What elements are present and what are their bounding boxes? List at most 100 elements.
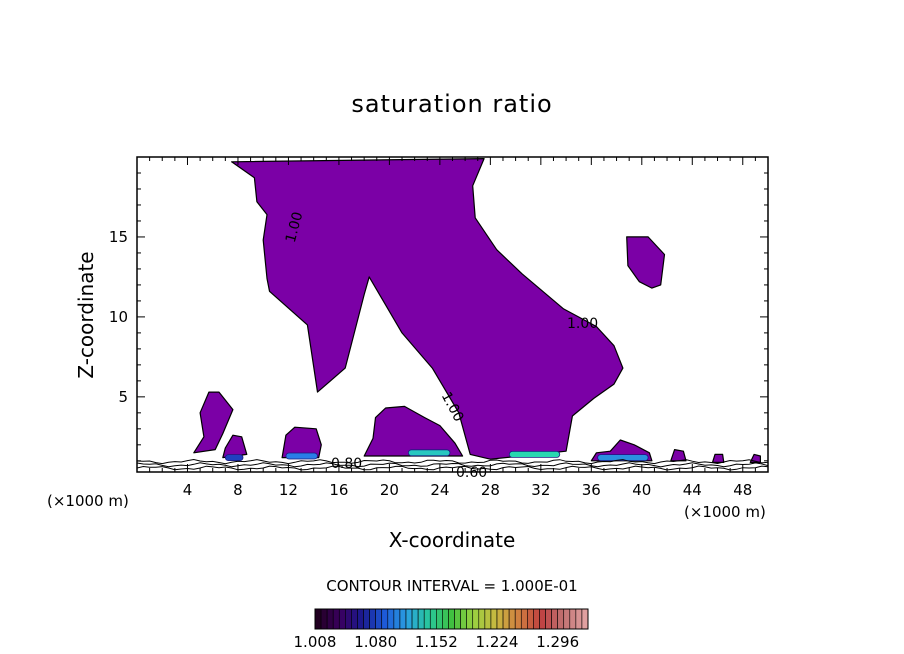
contour-label-060: 0.60 [456,465,487,481]
colorbar-swatch [502,608,510,630]
colorbar-swatch [369,608,376,630]
region-cloud-46 [711,453,725,463]
x-tick-label: 16 [329,481,348,499]
colorbar-tick-label: 1.224 [476,633,519,651]
region-left-cloud [193,391,234,454]
region-main-cloud [231,158,624,460]
x-tick-label: 4 [183,481,193,499]
colorbar-swatch [405,608,413,630]
colorbar-swatch [345,608,352,630]
colorbar-swatch [381,608,389,630]
colorbar-swatch [332,608,340,630]
surface-contours [137,458,768,471]
x-unit-right: (×1000 m) [684,503,766,521]
colorbar [314,608,589,630]
colorbar-swatch [520,608,528,630]
x-axis-title: X-coordinate [389,528,516,552]
colorbar-swatch [557,608,565,630]
band-blue-band-38 [597,454,649,462]
y-tick-label: 5 [118,388,128,406]
colorbar-swatch [411,608,419,630]
colorbar-swatch [551,608,558,630]
band-cyan-band-21 [407,449,451,457]
colorbar-swatch [496,608,504,630]
colorbar-swatch [563,608,571,630]
colorbar-swatch [375,608,383,630]
region-cloud-13 [281,426,322,459]
x-tick-label: 36 [582,481,601,499]
colorbar-swatch [581,608,589,630]
colorbar-swatch [423,608,431,630]
colorbar-swatch [387,608,395,630]
contour-label-left: 1.00 [283,210,307,244]
x-tick-label: 44 [683,481,702,499]
colorbar-swatch [326,608,334,630]
colorbar-swatch [466,608,474,630]
colorbar-swatch [417,608,425,630]
x-tick-label: 12 [279,481,298,499]
colorbar-swatch [514,608,522,630]
region-right-cloud [626,236,666,289]
colorbar-swatch [357,608,364,630]
colorbar-swatch [399,608,407,630]
y-axis-title: Z-coordinate [74,251,98,378]
colorbar-swatch [363,608,370,630]
colorbar-swatch [314,608,322,630]
colorbar-swatch [478,608,486,630]
colorbar-swatch [508,608,516,630]
colorbar-swatch [448,608,455,630]
y-tick-label: 15 [109,228,128,246]
colorbar-tick-label: 1.152 [415,633,458,651]
colorbar-swatch [527,608,534,630]
colorbar-swatch [484,608,492,630]
band-blue-band-13 [285,452,318,460]
colorbar-swatch [539,608,546,630]
axis-ticks [137,157,768,472]
contour-label-right: 1.00 [567,316,598,332]
colorbar-swatch [490,608,498,630]
x-unit-left: (×1000 m) [47,492,129,510]
contour-label-080: 0.80 [331,456,362,472]
surface-contour-line [137,458,768,465]
colorbar-swatch [320,608,328,630]
chart-title: saturation ratio [351,90,552,118]
band-blue-band-8 [224,454,244,462]
colorbar-swatch [393,608,401,630]
colorbar-swatch [569,608,577,630]
colorbar-swatch [533,608,540,630]
region-cloud-43 [670,449,687,462]
colorbar-swatch [575,608,583,630]
colorbar-labels: 1.008 1.080 1.152 1.224 1.296 [294,633,580,651]
colorbar-tick-label: 1.296 [536,633,579,651]
surface-contour-line [137,462,768,468]
colorbar-swatch [460,608,467,630]
y-tick-label: 10 [109,308,128,326]
surface-contour-line [137,465,768,471]
colorbar-frame [314,608,589,630]
contour-interval-label: CONTOUR INTERVAL = 1.000E-01 [326,577,577,595]
colorbar-tick-label: 1.080 [354,633,397,651]
colorbar-tick-label: 1.008 [294,633,337,651]
x-tick-label: 20 [380,481,399,499]
x-tick-label: 8 [233,481,243,499]
colorbar-swatch [338,608,346,630]
x-tick-label: 24 [430,481,449,499]
colorbar-swatch [545,608,552,630]
x-tick-label: 40 [632,481,651,499]
region-cloud-21 [363,405,464,457]
x-tick-label: 32 [531,481,550,499]
x-tick-label: 48 [733,481,752,499]
colorbar-swatch [472,608,480,630]
colorbar-swatch [436,608,443,630]
colorbar-swatch [442,608,449,630]
band-cyan-band-31 [508,451,561,458]
colorbar-swatch [351,608,358,630]
colorbar-swatch [454,608,461,630]
filled-regions [193,158,762,463]
plot-area [136,156,769,473]
colorbar-swatch [429,608,437,630]
x-tick-label: 28 [481,481,500,499]
region-small-cloud-8 [222,434,248,459]
